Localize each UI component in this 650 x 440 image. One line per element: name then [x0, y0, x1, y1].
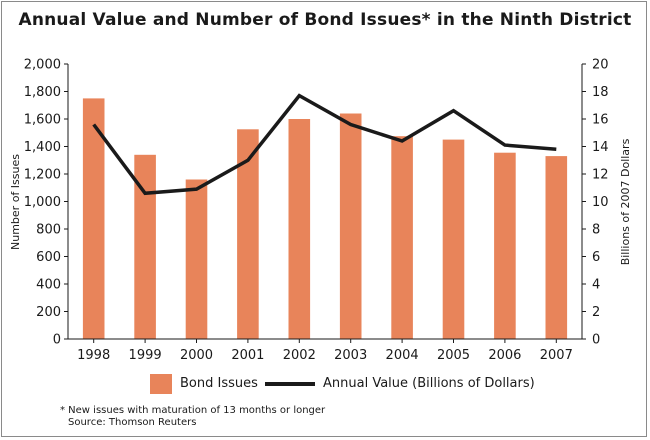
y-right-tick-label: 12 — [592, 168, 609, 183]
y-right-tick-label: 14 — [592, 140, 609, 155]
axes-layer: 02004006008001,0001,2001,4001,6001,8002,… — [24, 58, 609, 364]
y-left-tick-label: 1,400 — [24, 140, 61, 155]
y-right-tick-label: 4 — [592, 278, 600, 293]
line-layer — [92, 93, 557, 196]
x-tick-label-2005: 2005 — [437, 348, 470, 363]
y-left-tick-label: 1,800 — [24, 85, 61, 100]
bar-2000 — [185, 179, 208, 339]
bar-2007 — [545, 156, 568, 339]
y-left-tick-label: 1,200 — [24, 168, 61, 183]
y-left-tick-label: 600 — [36, 250, 61, 265]
y-right-tick-label: 18 — [592, 85, 609, 100]
y-left-tick-label: 1,000 — [24, 195, 61, 210]
legend-swatch-bar — [150, 374, 172, 394]
y-left-tick-label: 200 — [36, 305, 61, 320]
series-line-annual-value — [92, 93, 557, 196]
y-left-tick-label: 2,000 — [24, 58, 61, 73]
y-right-tick-label: 6 — [592, 250, 600, 265]
y-right-tick-label: 2 — [592, 305, 600, 320]
legend-label-bond-issues: Bond Issues — [180, 376, 258, 391]
y-right-tick-label: 0 — [592, 333, 600, 348]
y-left-tick-label: 400 — [36, 278, 61, 293]
y-right-tick-label: 8 — [592, 223, 600, 238]
y-right-tick-label: 20 — [592, 58, 609, 73]
legend-swatch-line — [265, 382, 315, 386]
bar-1999 — [134, 154, 156, 340]
x-tick-label-2001: 2001 — [231, 348, 264, 363]
y-right-tick-label: 10 — [592, 195, 609, 210]
bar-1998 — [82, 98, 105, 340]
bar-2004 — [391, 136, 413, 339]
bar-2003 — [339, 113, 362, 339]
bar-2001 — [237, 129, 259, 339]
footnote-note: * New issues with maturation of 13 month… — [60, 405, 326, 416]
footnote: * New issues with maturation of 13 month… — [60, 405, 325, 429]
y-axis-right-title: Billions of 2007 Dollars — [619, 138, 632, 265]
x-tick-label-1998: 1998 — [77, 348, 110, 363]
bar-2006 — [494, 152, 516, 339]
y-left-tick-label: 1,600 — [24, 113, 61, 128]
y-left-tick-label: 0 — [53, 333, 61, 348]
x-tick-label-2002: 2002 — [283, 348, 316, 363]
x-tick-label-2000: 2000 — [180, 348, 213, 363]
x-tick-label-2003: 2003 — [334, 348, 367, 363]
bars-layer — [82, 98, 568, 340]
x-tick-label-2006: 2006 — [488, 348, 521, 363]
x-tick-label-1999: 1999 — [129, 348, 162, 363]
x-tick-label-2004: 2004 — [386, 348, 419, 363]
bar-2002 — [288, 119, 311, 339]
footnote-source: Source: Thomson Reuters — [68, 417, 197, 428]
bar-2005 — [442, 139, 465, 339]
chart-title: Annual Value and Number of Bond Issues* … — [18, 10, 632, 30]
y-axis-left-title: Number of Issues — [9, 154, 22, 250]
legend-label-annual-value: Annual Value (Billions of Dollars) — [323, 376, 535, 391]
y-right-tick-label: 16 — [592, 113, 609, 128]
y-left-tick-label: 800 — [36, 223, 61, 238]
x-tick-label-2007: 2007 — [540, 348, 573, 363]
